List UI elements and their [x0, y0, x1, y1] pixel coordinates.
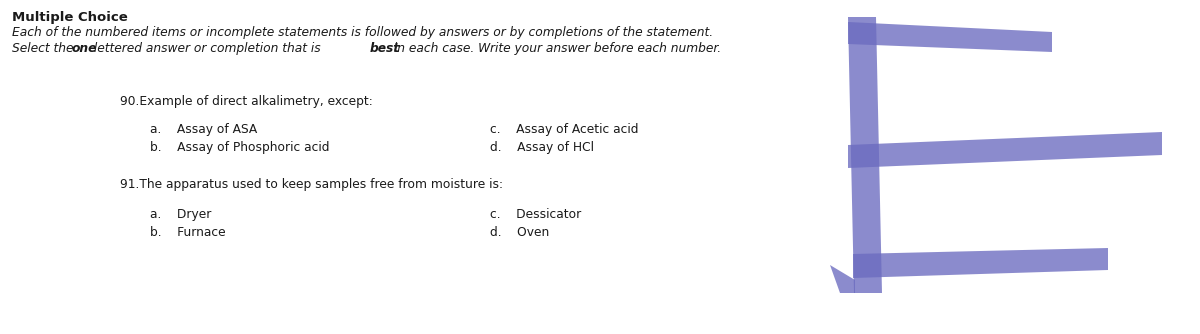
Text: c.    Dessicator: c. Dessicator — [490, 208, 581, 221]
Text: a.    Dryer: a. Dryer — [150, 208, 211, 221]
Text: c.    Assay of Acetic acid: c. Assay of Acetic acid — [490, 123, 638, 136]
Text: Multiple Choice: Multiple Choice — [12, 11, 127, 24]
Text: lettered answer or completion that is: lettered answer or completion that is — [90, 42, 324, 55]
Text: one: one — [72, 42, 97, 55]
Text: b.    Assay of Phosphoric acid: b. Assay of Phosphoric acid — [150, 141, 330, 154]
Text: 91.The apparatus used to keep samples free from moisture is:: 91.The apparatus used to keep samples fr… — [120, 178, 503, 191]
Text: d.    Oven: d. Oven — [490, 226, 550, 239]
Text: a.    Assay of ASA: a. Assay of ASA — [150, 123, 257, 136]
Text: 90.Example of direct alkalimetry, except:: 90.Example of direct alkalimetry, except… — [120, 95, 373, 108]
Text: in each case. Write your answer before each number.: in each case. Write your answer before e… — [390, 42, 721, 55]
Text: best: best — [370, 42, 400, 55]
Text: d.    Assay of HCl: d. Assay of HCl — [490, 141, 594, 154]
Text: Each of the numbered items or incomplete statements is followed by answers or by: Each of the numbered items or incomplete… — [12, 26, 713, 39]
Text: b.    Furnace: b. Furnace — [150, 226, 226, 239]
Text: Select the: Select the — [12, 42, 77, 55]
